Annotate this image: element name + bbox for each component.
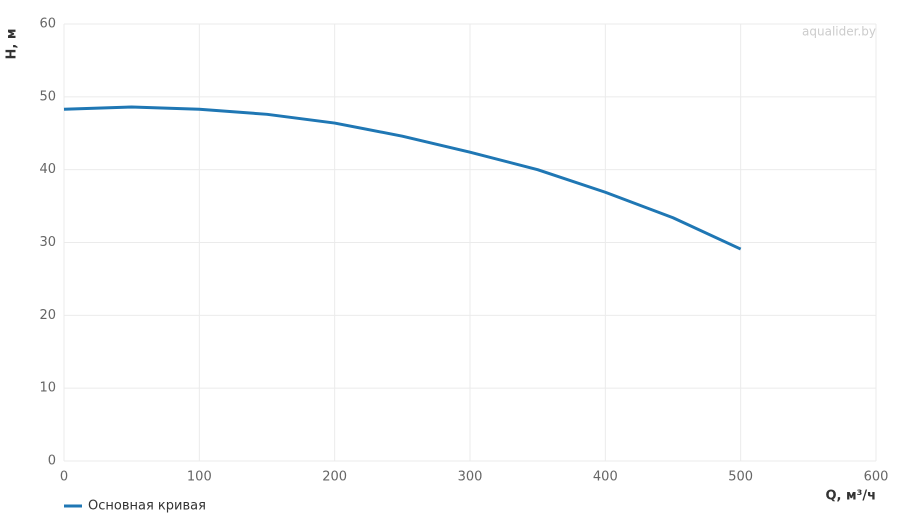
x-tick-label: 100 xyxy=(187,470,212,485)
y-tick-label: 0 xyxy=(48,454,56,469)
y-tick-label: 30 xyxy=(39,235,56,250)
y-tick-label: 10 xyxy=(39,381,56,396)
x-tick-label: 200 xyxy=(322,470,347,485)
line-series xyxy=(63,105,742,251)
x-axis-label: Q, м³/ч xyxy=(825,489,876,504)
watermark: aqualider.by xyxy=(802,25,876,39)
x-tick-label: 400 xyxy=(593,470,618,485)
y-axis-label: H, м xyxy=(5,29,20,60)
y-tick-label: 40 xyxy=(39,162,56,177)
x-tick-label: 500 xyxy=(728,470,753,485)
y-tick-label: 60 xyxy=(39,17,56,32)
y-tick-label: 20 xyxy=(39,308,56,323)
x-tick-label: 300 xyxy=(458,470,483,485)
x-tick-label: 600 xyxy=(864,470,889,485)
y-tick-label: 50 xyxy=(39,89,56,104)
x-tick-label: 0 xyxy=(60,470,68,485)
legend-label: Основная кривая xyxy=(88,499,206,514)
